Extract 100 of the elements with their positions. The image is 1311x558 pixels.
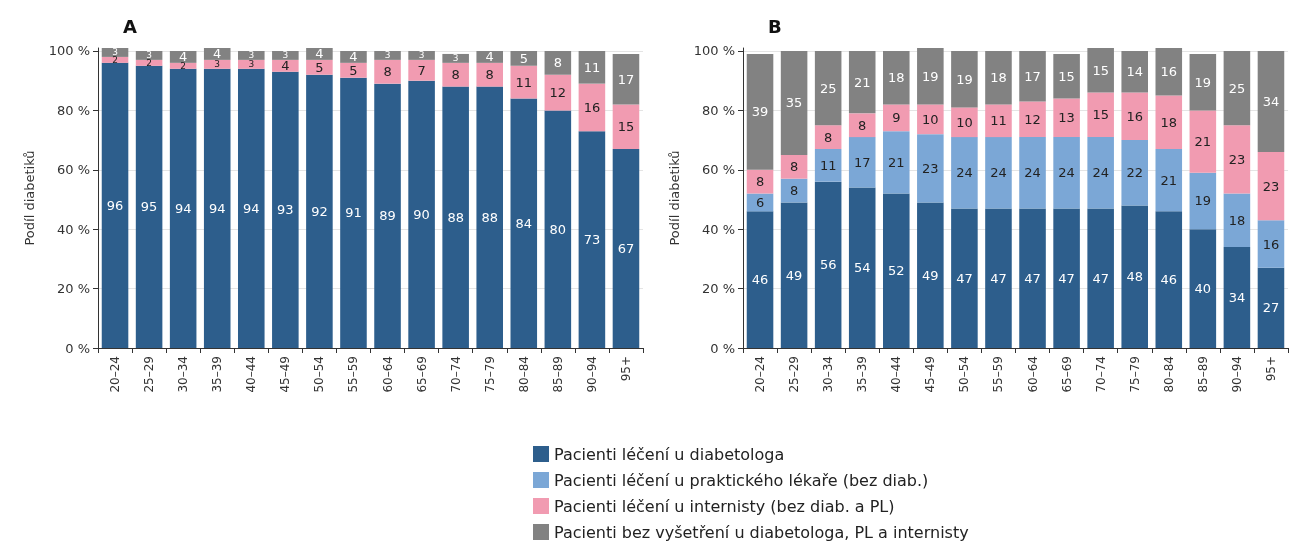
- data-label: 21: [1160, 172, 1178, 188]
- data-label: 5: [349, 62, 358, 78]
- data-label: 93: [277, 202, 294, 218]
- x-tick-label: 85–89: [550, 356, 565, 393]
- bar: [1155, 95, 1183, 149]
- bar: [340, 77, 367, 348]
- bar: [1257, 50, 1285, 152]
- bar: [510, 50, 538, 66]
- data-label: 16: [583, 99, 601, 115]
- bar: [238, 68, 265, 348]
- x-tick-label: 45–49: [923, 356, 938, 393]
- data-label: 5: [519, 50, 528, 66]
- x-tick-label: 75–79: [482, 356, 497, 393]
- bar: [1223, 247, 1251, 348]
- bar: [578, 131, 606, 348]
- chart-title: A: [123, 15, 137, 37]
- x-tick-label: 25–29: [142, 356, 157, 393]
- bar: [476, 86, 503, 348]
- data-label: 80: [549, 221, 567, 237]
- bar: [612, 104, 640, 149]
- data-label: 17: [1024, 68, 1041, 84]
- bar: [780, 202, 808, 348]
- data-label: 89: [379, 208, 396, 224]
- data-label: 19: [1194, 193, 1212, 209]
- bar: [883, 104, 910, 132]
- y-tick-label: 60 %: [56, 162, 90, 178]
- bar: [1019, 137, 1046, 209]
- data-label: 17: [853, 154, 871, 170]
- y-tick-label: 20 %: [701, 281, 735, 297]
- data-label: 24: [1024, 165, 1041, 181]
- data-label: 46: [751, 272, 769, 288]
- chart-title: B: [768, 15, 782, 37]
- x-tick-label: 85–89: [1195, 356, 1210, 393]
- data-label: 21: [1194, 134, 1212, 150]
- data-label: 18: [1160, 114, 1178, 130]
- data-label: 3: [248, 50, 255, 61]
- data-label: 56: [819, 257, 837, 273]
- data-label: 11: [515, 74, 533, 90]
- data-label: 15: [1092, 62, 1109, 78]
- bar: [985, 104, 1012, 138]
- data-label: 3: [452, 53, 459, 64]
- bar: [408, 59, 435, 81]
- x-tick-label: 55–59: [346, 356, 361, 393]
- data-label: 67: [617, 240, 635, 256]
- bar: [612, 53, 640, 105]
- y-tick-label: 40 %: [56, 221, 90, 237]
- bar: [1053, 208, 1080, 348]
- data-label: 18: [1228, 212, 1246, 228]
- bar: [1257, 220, 1285, 268]
- bar: [951, 208, 978, 348]
- bar: [951, 107, 978, 138]
- data-label: 8: [789, 183, 799, 199]
- data-label: 14: [1126, 64, 1143, 80]
- x-tick-label: 65–69: [414, 356, 429, 393]
- data-label: 24: [1092, 165, 1109, 181]
- bar: [1155, 48, 1183, 96]
- data-label: 47: [1058, 270, 1075, 286]
- data-label: 23: [1262, 178, 1280, 194]
- bar: [917, 48, 944, 105]
- data-label: 4: [281, 58, 290, 74]
- y-axis-title: Podíl diabetiků: [667, 150, 682, 246]
- bar: [951, 50, 978, 108]
- data-label: 11: [819, 157, 837, 173]
- bar: [1121, 205, 1148, 348]
- data-label: 11: [990, 113, 1007, 129]
- data-label: 3: [384, 50, 391, 61]
- data-label: 5: [315, 59, 324, 75]
- x-tick-label: 80–84: [516, 356, 531, 393]
- bar: [1257, 267, 1285, 348]
- bar: [848, 50, 876, 114]
- y-tick-label: 0 %: [710, 340, 735, 356]
- x-tick-label: 20–24: [108, 356, 123, 393]
- bar: [476, 62, 503, 87]
- data-label: 40: [1194, 281, 1212, 297]
- bar: [1189, 53, 1217, 111]
- data-label: 47: [990, 270, 1007, 286]
- x-tick-label: 70–74: [1093, 356, 1108, 393]
- data-label: 3: [214, 59, 221, 70]
- legend-label: Pacienti bez vyšetření u diabetologa, PL a internisty: [554, 522, 969, 542]
- bar: [1087, 92, 1114, 138]
- bar: [203, 68, 231, 348]
- bar: [442, 53, 469, 63]
- bar: [985, 208, 1012, 348]
- x-tick-label: 75–79: [1127, 356, 1142, 393]
- x-tick-label: 80–84: [1161, 356, 1176, 393]
- data-label: 18: [990, 70, 1007, 86]
- bar: [374, 59, 401, 84]
- data-label: 47: [1092, 270, 1109, 286]
- data-label: 47: [956, 270, 973, 286]
- data-label: 4: [485, 49, 494, 65]
- data-label: 48: [1126, 269, 1143, 285]
- bar: [510, 65, 538, 99]
- bar: [272, 50, 299, 60]
- y-tick-label: 80 %: [56, 102, 90, 118]
- data-label: 90: [413, 206, 430, 222]
- x-tick-label: 90–94: [584, 356, 599, 393]
- y-tick-label: 0 %: [65, 340, 90, 356]
- data-label: 8: [824, 129, 833, 145]
- bar: [917, 202, 944, 348]
- x-tick-label: 70–74: [448, 356, 463, 393]
